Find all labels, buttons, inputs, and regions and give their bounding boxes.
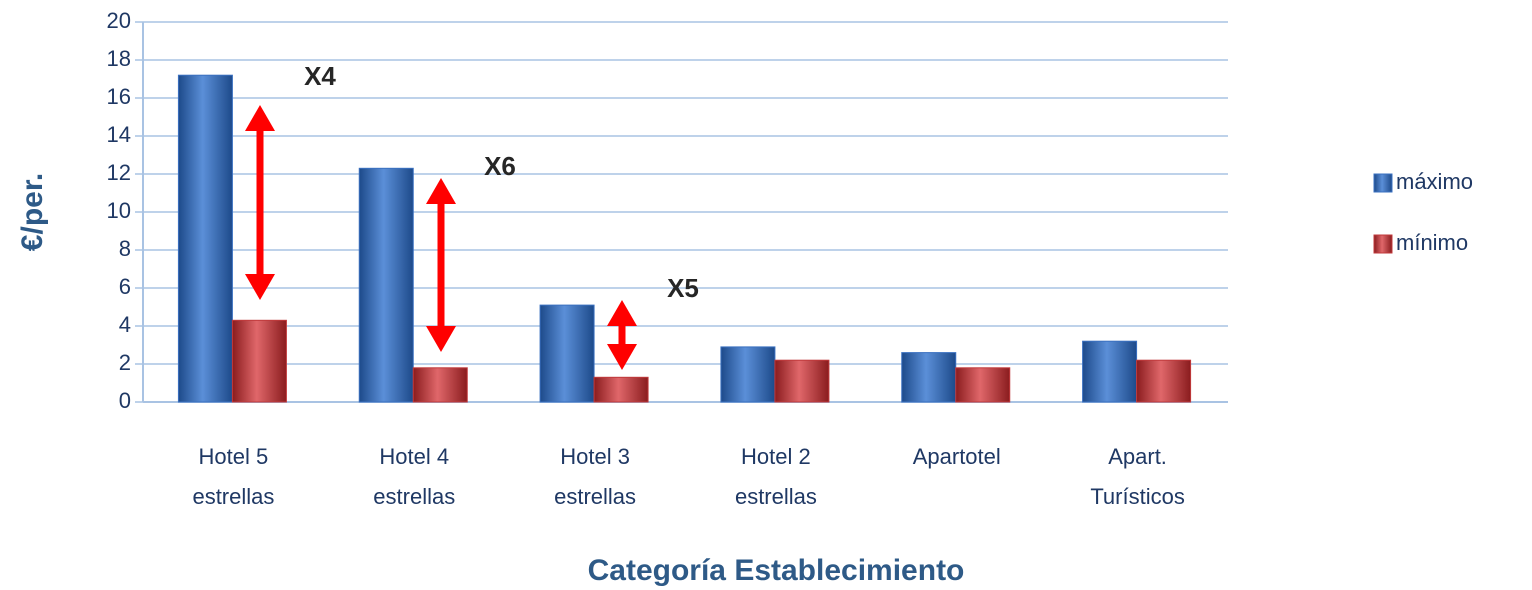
bar bbox=[1082, 340, 1138, 403]
x-tick-label: Hotel 2 estrellas bbox=[735, 444, 817, 509]
bar bbox=[412, 367, 468, 403]
bar bbox=[593, 376, 649, 403]
y-tick-label: 12 bbox=[107, 160, 131, 185]
y-tick-label: 6 bbox=[119, 274, 131, 299]
bar bbox=[539, 304, 595, 403]
x-axis-title: Categoría Establecimiento bbox=[588, 554, 965, 587]
bar bbox=[955, 367, 1011, 403]
x-tick-label: Hotel 3 estrellas bbox=[554, 444, 636, 509]
arrow-head bbox=[245, 105, 275, 131]
x-tick-label: Apart. Turísticos bbox=[1090, 444, 1185, 509]
y-tick-label: 10 bbox=[107, 198, 131, 223]
bar bbox=[177, 74, 233, 403]
bar bbox=[901, 352, 957, 403]
bar bbox=[1136, 359, 1192, 403]
ratio-arrow bbox=[426, 178, 456, 352]
bar bbox=[774, 359, 830, 403]
annotation: X5 bbox=[667, 273, 699, 303]
y-tick-label: 0 bbox=[119, 388, 131, 413]
x-tick-label: Apartotel bbox=[913, 444, 1001, 469]
y-tick-label: 16 bbox=[107, 84, 131, 109]
bar bbox=[231, 319, 287, 403]
ratio-arrow bbox=[607, 300, 637, 370]
arrow-head bbox=[607, 344, 637, 370]
y-tick-label: 2 bbox=[119, 350, 131, 375]
annotation: X6 bbox=[484, 151, 516, 181]
arrow-head bbox=[607, 300, 637, 326]
legend-label: mínimo bbox=[1396, 230, 1468, 255]
legend-label: máximo bbox=[1396, 169, 1473, 194]
y-tick-label: 20 bbox=[107, 8, 131, 33]
y-tick-label: 14 bbox=[107, 122, 131, 147]
x-tick-label: Hotel 4 estrellas bbox=[373, 444, 455, 509]
bar bbox=[358, 167, 414, 403]
ratio-arrow bbox=[245, 105, 275, 300]
y-tick-label: 8 bbox=[119, 236, 131, 261]
bar bbox=[720, 346, 776, 403]
legend-swatch bbox=[1373, 173, 1393, 193]
arrow-head bbox=[245, 274, 275, 300]
y-tick-label: 4 bbox=[119, 312, 131, 337]
x-tick-label: Hotel 5 estrellas bbox=[192, 444, 274, 509]
legend-swatch bbox=[1373, 234, 1393, 254]
y-axis-title: €/per. bbox=[16, 173, 49, 251]
arrow-head bbox=[426, 326, 456, 352]
arrow-head bbox=[426, 178, 456, 204]
annotation: X4 bbox=[304, 61, 336, 91]
y-tick-label: 18 bbox=[107, 46, 131, 71]
